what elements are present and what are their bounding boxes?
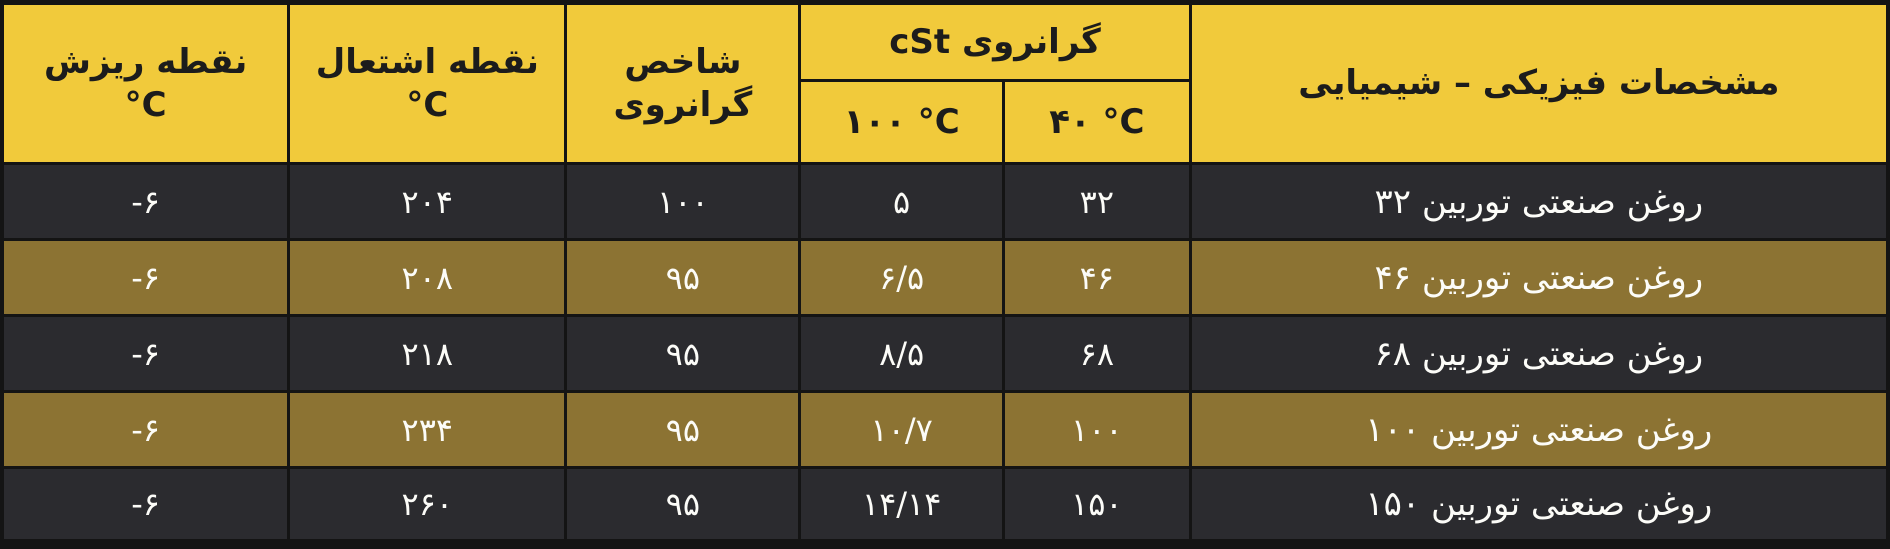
value: ۱۰/۷ [870, 410, 933, 449]
cell-flash-point: ۲۰۸ [287, 238, 568, 318]
header-viscosity-index-line2: گرانروی [613, 84, 753, 125]
cell-viscosity-40: ۳۲ [1001, 161, 1192, 242]
header-flash-point-unit: °C [406, 84, 449, 125]
table-body: روغن صنعتی توربین ۳۲ ۳۲ ۵ ۱۰۰ ۲۰۴ -۶ روغ… [0, 161, 1890, 546]
table-row-oil-100: روغن صنعتی توربین ۱۰۰ ۱۰۰ ۱۰/۷ ۹۵ ۲۳۴ -۶ [0, 390, 1890, 470]
header-cell-viscosity-100: ۱۰۰ °C [798, 79, 1005, 165]
cell-viscosity-index: ۹۵ [564, 314, 802, 394]
cell-oil-name: روغن صنعتی توربین ۴۶ [1188, 238, 1890, 318]
cell-flash-point: ۲۱۸ [287, 314, 568, 394]
table-header: مشخصات فیزیکی – شیمیایی گرانروی cSt شاخص… [0, 1, 1890, 165]
cell-oil-name: روغن صنعتی توربین ۱۰۰ [1188, 390, 1890, 470]
cell-flash-point: ۲۶۰ [287, 466, 568, 546]
value: ۸/۵ [879, 334, 925, 373]
cell-pour-point: -۶ [0, 390, 291, 470]
header-pour-point-unit: °C [124, 84, 167, 125]
value: ۱۰۰ [1071, 410, 1123, 449]
header-cell-viscosity-index: شاخص گرانروی [564, 1, 802, 165]
cell-viscosity-index: ۱۰۰ [564, 161, 802, 242]
cell-flash-point: ۲۳۴ [287, 390, 568, 470]
value: ۶/۵ [879, 258, 925, 297]
cell-pour-point: -۶ [0, 314, 291, 394]
header-viscosity-index-line1: شاخص [624, 42, 742, 82]
value: ۹۵ [665, 410, 701, 449]
cell-viscosity-100: ۱۴/۱۴ [798, 466, 1005, 546]
cell-viscosity-100: ۱۰/۷ [798, 390, 1005, 470]
value: -۶ [131, 485, 160, 524]
value: ۱۵۰ [1071, 485, 1123, 524]
cell-oil-name: روغن صنعتی توربین ۶۸ [1188, 314, 1890, 394]
cell-viscosity-40: ۶۸ [1001, 314, 1192, 394]
header-cell-viscosity-group: گرانروی cSt [798, 1, 1192, 82]
value: ۴۶ [1079, 258, 1115, 297]
header-specs-label: مشخصات فیزیکی – شیمیایی [1298, 63, 1780, 104]
cell-viscosity-40: ۴۶ [1001, 238, 1192, 318]
cell-viscosity-40: ۱۵۰ [1001, 466, 1192, 546]
header-cell-flash-point: نقطه اشتعال °C [287, 1, 568, 165]
header-viscosity-group-label: گرانروی cSt [889, 21, 1101, 62]
header-row-top: مشخصات فیزیکی – شیمیایی گرانروی cSt شاخص… [0, 1, 1890, 165]
header-cell-pour-point: نقطه ریزش °C [0, 1, 291, 165]
value: ۲۰۸ [401, 258, 454, 297]
cell-viscosity-index: ۹۵ [564, 390, 802, 470]
table-row-oil-32: روغن صنعتی توربین ۳۲ ۳۲ ۵ ۱۰۰ ۲۰۴ -۶ [0, 161, 1890, 242]
value: ۵ [893, 182, 911, 221]
value: ۳۲ [1079, 182, 1115, 221]
header-cell-specs: مشخصات فیزیکی – شیمیایی [1188, 1, 1890, 165]
value: ۱۴/۱۴ [861, 485, 942, 524]
cell-oil-name: روغن صنعتی توربین ۱۵۰ [1188, 466, 1890, 546]
cell-viscosity-100: ۵ [798, 161, 1005, 242]
cell-viscosity-index: ۹۵ [564, 238, 802, 318]
value: -۶ [131, 410, 160, 449]
header-viscosity-100-label: ۱۰۰ °C [843, 101, 960, 142]
header-cell-viscosity-40: ۴۰ °C [1001, 79, 1192, 165]
cell-pour-point: -۶ [0, 466, 291, 546]
header-pour-point-line1: نقطه ریزش [43, 42, 248, 82]
cell-viscosity-100: ۶/۵ [798, 238, 1005, 318]
value: ۲۱۸ [401, 334, 454, 373]
value: ۲۶۰ [401, 485, 454, 524]
value: ۲۳۴ [401, 410, 454, 449]
cell-flash-point: ۲۰۴ [287, 161, 568, 242]
header-row-sub: ۴۰ °C ۱۰۰ °C [2, 79, 1888, 165]
value: ۱۰۰ [657, 182, 709, 221]
value: ۹۵ [665, 334, 701, 373]
cell-viscosity-100: ۸/۵ [798, 314, 1005, 394]
value: ۹۵ [665, 258, 701, 297]
value: ۶۸ [1079, 334, 1115, 373]
value: -۶ [131, 182, 160, 221]
cell-viscosity-index: ۹۵ [564, 466, 802, 546]
cell-pour-point: -۶ [0, 161, 291, 242]
table-row-oil-150: روغن صنعتی توربین ۱۵۰ ۱۵۰ ۱۴/۱۴ ۹۵ ۲۶۰ -… [0, 466, 1890, 546]
header-viscosity-40-label: ۴۰ °C [1049, 101, 1145, 142]
cell-oil-name: روغن صنعتی توربین ۳۲ [1188, 161, 1890, 242]
value: -۶ [131, 258, 160, 297]
value: ۲۰۴ [401, 182, 454, 221]
value: -۶ [131, 334, 160, 373]
value: ۹۵ [665, 485, 701, 524]
table-row-oil-46: روغن صنعتی توربین ۴۶ ۴۶ ۶/۵ ۹۵ ۲۰۸ -۶ [0, 238, 1890, 318]
header-flash-point-line1: نقطه اشتعال [315, 42, 539, 82]
cell-viscosity-40: ۱۰۰ [1001, 390, 1192, 470]
cell-pour-point: -۶ [0, 238, 291, 318]
table-row-oil-68: روغن صنعتی توربین ۶۸ ۶۸ ۸/۵ ۹۵ ۲۱۸ -۶ [0, 314, 1890, 394]
